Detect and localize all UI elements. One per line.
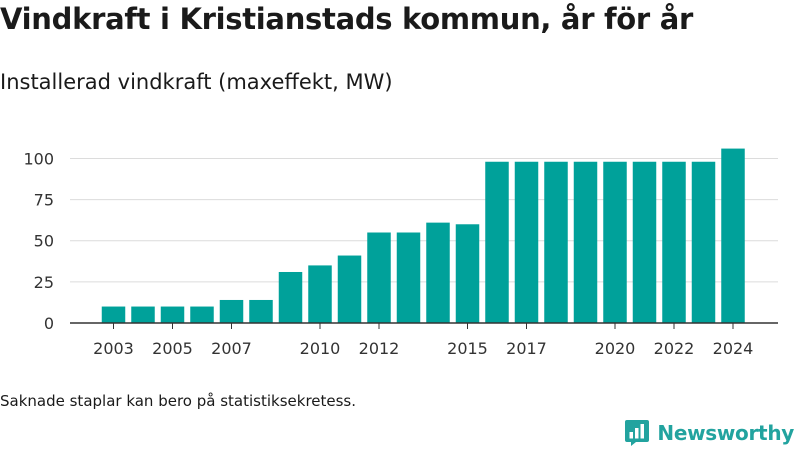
bars — [101, 148, 745, 323]
x-tick-label: 2003 — [93, 339, 134, 358]
x-axis-ticks: 2003 2005 2007 2010 2012 2015 2017 2020 2022 2024 — [93, 323, 753, 358]
bar-2023 — [691, 161, 716, 323]
bar-2008 — [249, 299, 273, 323]
bar-2010 — [308, 265, 332, 323]
newsworthy-logo-icon — [625, 420, 650, 446]
y-tick-label: 25 — [34, 273, 54, 292]
y-tick-label: 75 — [34, 191, 54, 210]
y-axis-labels: 0 25 50 75 100 — [23, 149, 54, 333]
bar-2015 — [455, 224, 480, 323]
chart-title: Vindkraft i Kristianstads kommun, år för… — [0, 2, 693, 36]
x-tick-label: 2005 — [152, 339, 193, 358]
bar-2016 — [485, 161, 509, 323]
bar-2007 — [219, 299, 244, 323]
x-tick-label: 2015 — [447, 339, 488, 358]
bar-2003 — [101, 306, 126, 323]
bar-2005 — [160, 306, 185, 323]
brand-name: Newsworthy — [657, 421, 794, 445]
x-tick-label: 2020 — [595, 339, 636, 358]
chart-subtitle: Installerad vindkraft (maxeffekt, MW) — [0, 70, 393, 94]
bar-2011 — [337, 255, 362, 323]
bar-2020 — [603, 161, 627, 323]
x-tick-label: 2012 — [359, 339, 400, 358]
bar-2022 — [662, 161, 686, 323]
footnote: Saknade staplar kan bero på statistiksek… — [0, 392, 357, 410]
bar-2019 — [573, 161, 598, 323]
bar-2018 — [544, 161, 568, 323]
x-tick-label: 2024 — [713, 339, 754, 358]
bar-2012 — [367, 232, 391, 323]
bar-2021 — [632, 161, 657, 323]
y-tick-label: 50 — [34, 232, 54, 251]
x-tick-label: 2010 — [300, 339, 341, 358]
x-tick-label: 2022 — [654, 339, 695, 358]
y-tick-label: 100 — [23, 149, 54, 168]
bar-2004 — [131, 306, 155, 323]
bar-2024 — [721, 148, 745, 323]
brand-logo[interactable]: Newsworthy — [624, 419, 794, 447]
bar-2013 — [396, 232, 421, 323]
x-tick-label: 2017 — [506, 339, 547, 358]
bar-2017 — [514, 161, 539, 323]
x-tick-label: 2007 — [211, 339, 252, 358]
bar-2014 — [426, 222, 450, 323]
bar-2006 — [190, 306, 214, 323]
y-tick-label: 0 — [44, 314, 54, 333]
bar-2009 — [278, 271, 303, 323]
gridlines — [70, 157, 778, 283]
